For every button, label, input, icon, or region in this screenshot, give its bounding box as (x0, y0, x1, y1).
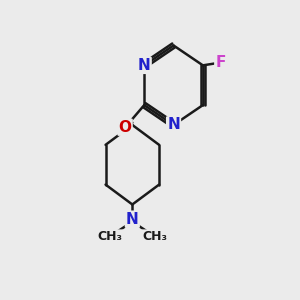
Text: N: N (126, 212, 139, 227)
Text: N: N (138, 58, 151, 73)
Text: O: O (118, 120, 132, 135)
Text: N: N (167, 118, 180, 133)
Text: F: F (215, 55, 226, 70)
Text: CH₃: CH₃ (142, 230, 167, 243)
Text: CH₃: CH₃ (98, 230, 123, 243)
